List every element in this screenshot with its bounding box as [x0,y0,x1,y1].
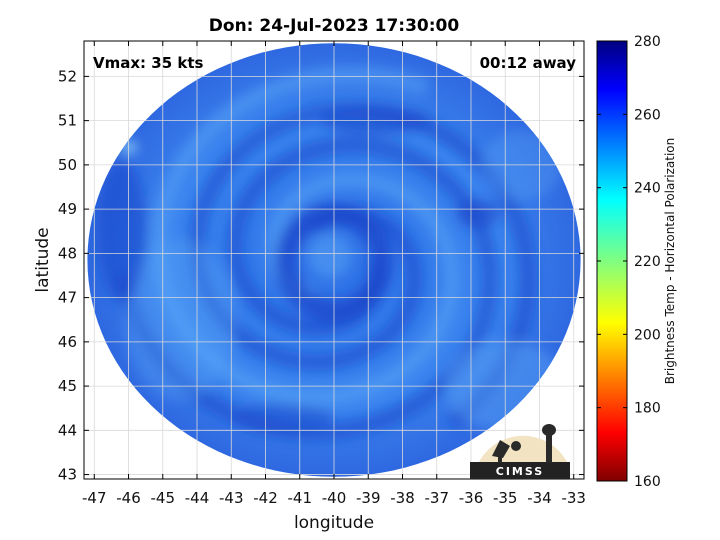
x-axis-label: longitude [294,513,374,533]
y-tick-label: 50 [58,156,77,174]
colorbar-ticks: 160 180 200 220 240 260 280 [597,34,661,490]
colorbar-tick-label: 180 [634,401,661,417]
y-axis-ticks: 43 44 45 46 47 48 49 50 51 52 [58,67,584,484]
x-axis-ticks: -47 -46 -45 -44 -43 -42 -41 -40 -39 -38 -37 -36 -35-… [82,41,586,507]
x-tick-label: -47 [82,489,107,507]
plot-area: -47 -46 -45 -44 -43 -42 -41 -40 -39 -38 -37 -36 -35-… [58,40,586,507]
x-tick-label: -46 [116,489,141,507]
x-tick-label: -38 [390,489,415,507]
logo-small-dish-icon [511,441,521,451]
eye [308,234,352,279]
y-tick-label: 48 [58,244,77,262]
logo-dish-stand [498,455,502,463]
y-tick-label: 49 [58,200,77,218]
y-axis-label: latitude [33,227,53,292]
logo-base [470,462,570,479]
colorbar-tick-label: 160 [634,474,661,490]
y-tick-label: 47 [58,289,77,307]
dark-region [96,161,147,302]
colorbar-tick-label: 240 [634,181,661,197]
x-tick-label: -34 [527,489,552,507]
colorbar-gradient [596,40,628,482]
dark-region [232,403,333,432]
x-tick-label: -45 [151,489,176,507]
y-tick-label: 52 [58,67,77,85]
time-away-annotation: 00:12 away [480,54,577,72]
x-tick-label: -42 [253,489,278,507]
colorbar-tick-label: 280 [634,34,661,50]
logo-tank-icon [542,424,556,436]
x-tick-label: -43 [219,489,244,507]
dark-region [455,199,500,228]
x-tick-label: -33 [561,489,586,507]
spiral-band [150,66,461,406]
colorbar: 160 180 200 220 240 260 280 Brightness Temp - … [596,34,677,490]
colorbar-label: Brightness Temp - Horizontal Polarizatio… [663,138,677,385]
x-tick-label: -37 [424,489,449,507]
colorbar-tick-label: 220 [634,254,661,270]
cimss-logo: CIMSS [470,424,570,479]
x-tick-label: -40 [322,489,347,507]
colorbar-tick-label: 260 [634,107,661,123]
y-tick-label: 45 [58,377,77,395]
chart-title: Don: 24-Jul-2023 17:30:00 [209,16,460,36]
x-tick-label: -39 [356,489,381,507]
logo-text: CIMSS [496,465,544,478]
colorbar-tick-label: 200 [634,327,661,343]
vmax-annotation: Vmax: 35 kts [93,54,203,72]
y-tick-label: 44 [58,421,77,439]
light-region [124,239,235,400]
x-tick-label: -44 [185,489,210,507]
y-tick-label: 51 [58,112,77,130]
x-tick-label: -36 [459,489,484,507]
logo-dish-icon [492,440,510,458]
y-tick-label: 43 [58,466,77,484]
x-tick-label: -41 [288,489,313,507]
logo-tower-icon [546,432,552,463]
y-tick-label: 46 [58,333,77,351]
x-tick-label: -35 [493,489,518,507]
